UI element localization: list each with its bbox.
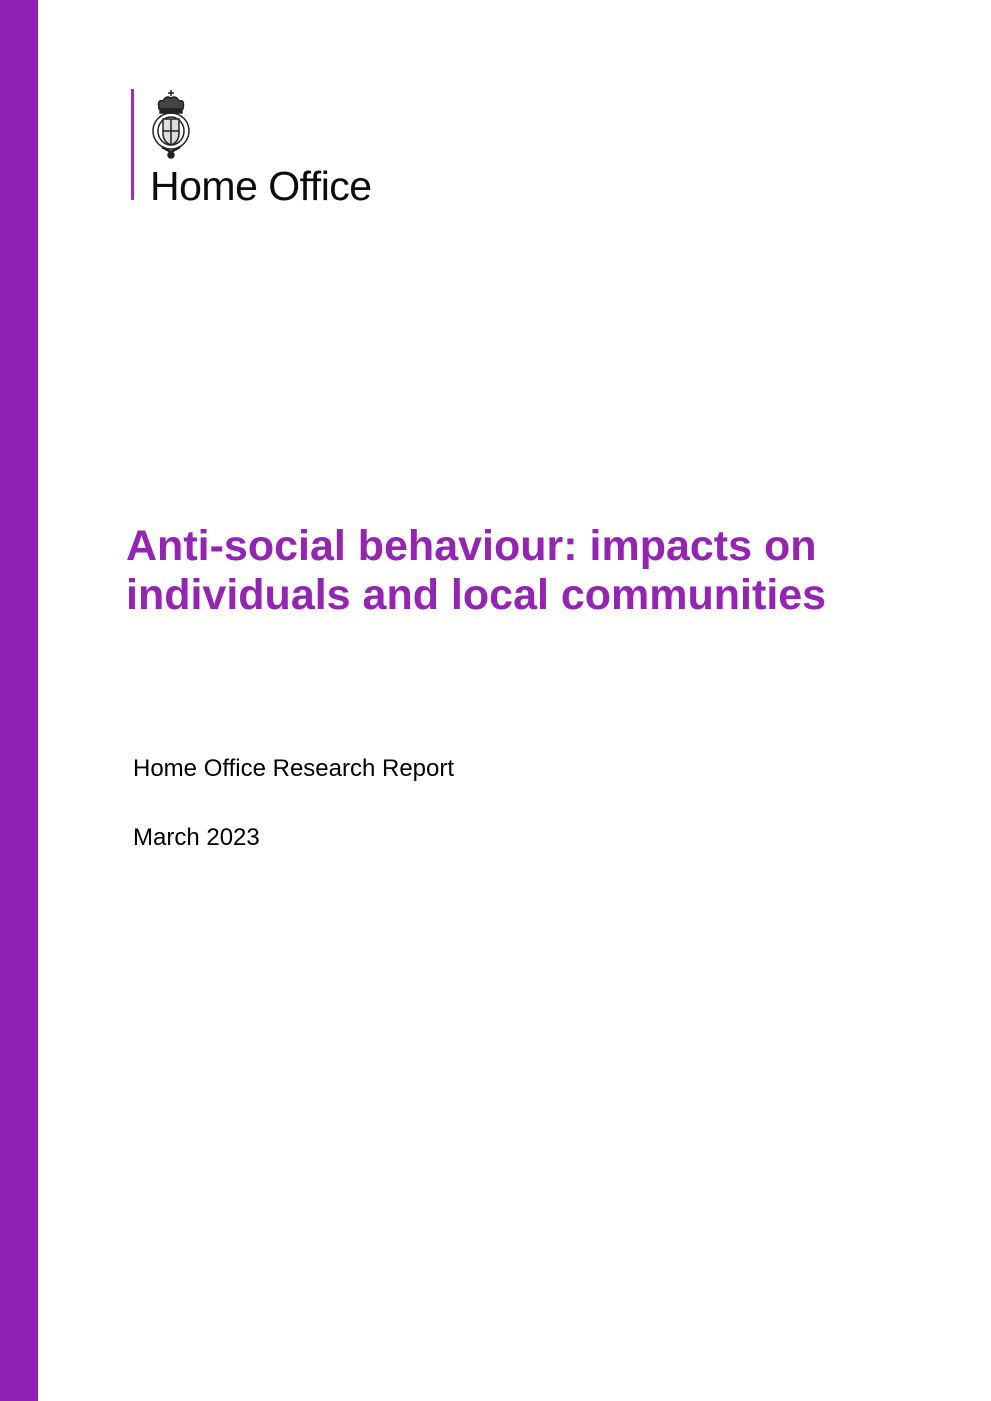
report-type: Home Office Research Report (133, 755, 455, 782)
document-title: Anti-social behaviour: impacts on indivi… (126, 522, 826, 620)
logo-accent-bar (131, 89, 134, 200)
royal-crest-icon (152, 90, 190, 159)
title-line-2: individuals and local communities (126, 571, 827, 619)
logo-text: Home Office (150, 163, 372, 209)
title-line-1: Anti-social behaviour: impacts on (126, 522, 817, 570)
publication-date: March 2023 (133, 824, 260, 851)
purple-sidebar-stripe (0, 0, 38, 1401)
